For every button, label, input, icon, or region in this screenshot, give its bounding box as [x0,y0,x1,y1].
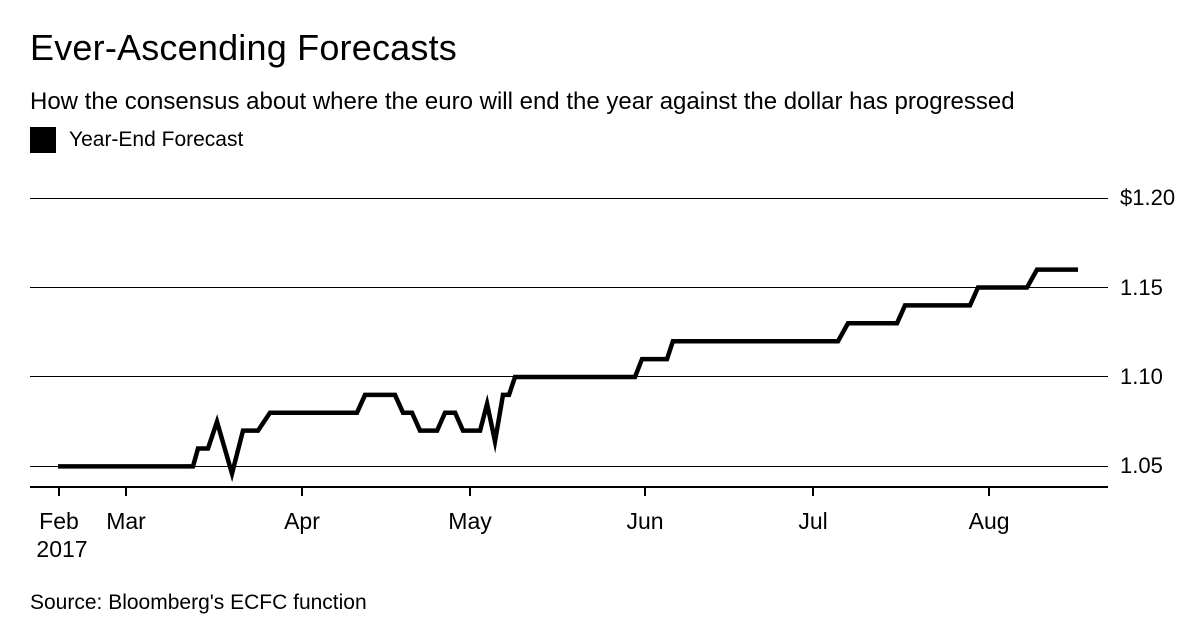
gridline-1.20 [30,197,1108,199]
source-note: Source: Bloomberg's ECFC function [30,591,367,614]
legend-swatch [30,126,56,153]
y-axis-label: 1.05 [1120,453,1163,479]
y-axis-label: 1.10 [1120,363,1163,389]
chart-subtitle: How the consensus about where the euro w… [30,88,1015,115]
x-axis-label: Apr [284,508,320,534]
x-axis-label: Mar [106,508,146,534]
x-axis-tick [988,487,991,496]
x-axis-tick [469,487,472,496]
x-axis-label: May [448,508,492,534]
gridline-1.15 [30,287,1108,288]
x-axis-tick [643,487,646,496]
y-axis-labels: $1.20 1.15 1.10 1.05 [1120,185,1200,487]
legend-label: Year-End Forecast [69,128,244,151]
y-axis-label: $1.20 [1120,185,1176,211]
x-axis-tick [57,487,60,496]
x-axis-label: Feb [39,508,79,534]
x-axis-tick [300,487,303,496]
forecast-line-svg [58,267,1078,483]
x-axis-tick [125,487,128,496]
x-axis-tick [812,487,815,496]
x-axis-labels: Feb 2017 Mar Apr May Jun Jul Aug [30,508,1108,568]
gridline-1.05 [30,465,1108,467]
x-axis-label: Jul [798,508,828,534]
x-axis-ticks [30,487,1108,496]
forecast-line [58,267,1078,483]
y-axis-label: 1.15 [1120,274,1163,300]
x-axis-label: Jun [626,508,664,534]
x-axis-year-label: 2017 [36,536,88,562]
plot-area [30,190,1108,487]
chart-title: Ever-Ascending Forecasts [30,27,457,68]
x-axis-line [30,485,1108,488]
legend: Year-End Forecast [30,126,243,153]
x-axis-label: Aug [968,508,1010,534]
